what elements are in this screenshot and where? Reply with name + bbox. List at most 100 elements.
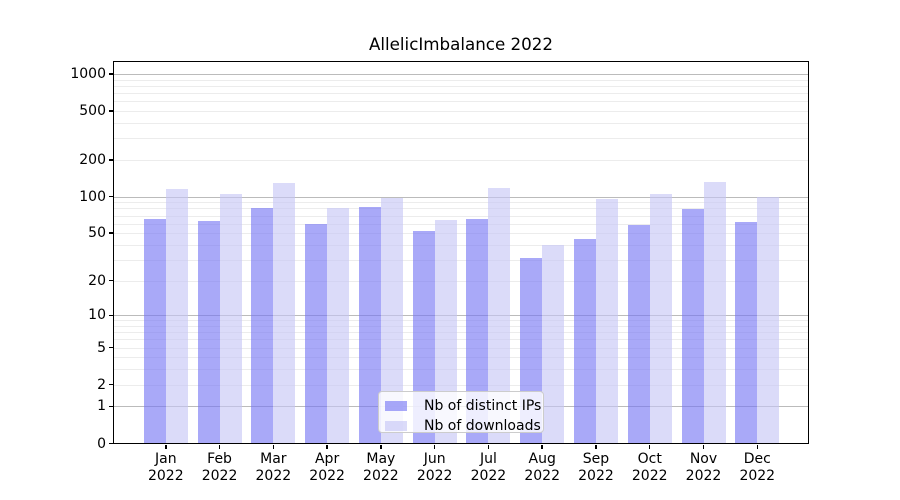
y-tick-label-1000: 1000 (70, 65, 106, 82)
gridline-minor-7 (114, 332, 808, 334)
gridline-minor-40 (114, 244, 808, 246)
x-tick-year: 2022 (201, 467, 238, 484)
bar-nb-of-distinct-ips-oct (627, 224, 650, 444)
gridline-minor-70 (114, 215, 808, 217)
y-tick-label-10: 10 (88, 307, 106, 324)
x-tick-label-mar: Mar 2022 (243, 451, 303, 485)
x-tick-month: Dec (743, 450, 771, 467)
x-tick-apr (326, 445, 328, 449)
x-tick-label-jan: Jan 2022 (136, 451, 196, 485)
x-tick-label-dec: Dec 2022 (727, 451, 787, 485)
x-tick-label-jun: Jun 2022 (405, 451, 465, 485)
x-tick-sep (595, 445, 597, 449)
y-tick-label-0: 0 (97, 435, 106, 452)
bar-nb-of-distinct-ips-may (358, 207, 381, 444)
legend: Nb of distinct IPs Nb of downloads (378, 391, 544, 434)
bar-nb-of-distinct-ips-jul (466, 219, 489, 444)
gridline-minor-8 (114, 325, 808, 327)
legend-swatch-distinct-ips (385, 400, 407, 411)
bar-nb-of-distinct-ips-feb (197, 221, 220, 444)
gridline-minor-50 (114, 233, 808, 235)
bar-nb-of-downloads-jul (488, 187, 511, 444)
gridline-minor-900 (114, 79, 808, 81)
gridline-major-100 (114, 196, 808, 198)
x-tick-year: 2022 (685, 467, 722, 484)
gridline-minor-5 (114, 347, 808, 349)
y-tick-1 (108, 405, 113, 408)
bar-nb-of-distinct-ips-dec (735, 221, 758, 444)
gridline-minor-800 (114, 85, 808, 87)
gridline-minor-600 (114, 101, 808, 103)
x-tick-label-aug: Aug 2022 (512, 451, 572, 485)
x-tick-label-may: May 2022 (351, 451, 411, 485)
y-tick-label-5: 5 (97, 339, 106, 356)
x-tick-feb (218, 445, 221, 449)
legend-label-distinct-ips: Nb of distinct IPs (424, 397, 542, 414)
x-tick-month: Sep (582, 450, 610, 467)
y-tick-label-2: 2 (97, 376, 106, 393)
x-tick-label-apr: Apr 2022 (297, 451, 357, 485)
x-tick-jan (165, 445, 167, 449)
bar-nb-of-downloads-nov (703, 181, 726, 444)
legend-label-downloads: Nb of downloads (424, 417, 541, 434)
y-tick-label-1: 1 (97, 398, 106, 415)
x-tick-jul (487, 445, 490, 449)
x-tick-nov (702, 445, 705, 449)
gridline-minor-3 (114, 369, 808, 371)
y-tick-500 (108, 110, 113, 112)
x-tick-label-feb: Feb 2022 (190, 451, 250, 485)
x-tick-year: 2022 (255, 467, 292, 484)
x-tick-year: 2022 (578, 467, 614, 484)
gridline-minor-30 (114, 259, 808, 261)
bar-nb-of-distinct-ips-nov (681, 209, 704, 444)
gridline-minor-2 (114, 384, 808, 386)
x-tick-label-jul: Jul 2022 (458, 451, 518, 485)
x-tick-month: Nov (689, 450, 718, 467)
gridline-minor-400 (114, 122, 808, 124)
gridline-minor-80 (114, 208, 808, 210)
x-tick-month: Aug (528, 450, 556, 467)
y-tick-label-20: 20 (88, 272, 106, 289)
x-tick-month: Oct (637, 450, 662, 467)
legend-swatch-downloads (385, 420, 407, 431)
bar-nb-of-distinct-ips-jun (412, 231, 435, 444)
bar-nb-of-distinct-ips-sep (573, 238, 596, 444)
bar-nb-of-downloads-feb (219, 193, 242, 444)
bar-nb-of-downloads-may (380, 198, 403, 444)
gridline-minor-60 (114, 223, 808, 225)
x-tick-month: Jul (479, 450, 497, 467)
x-tick-aug (541, 445, 543, 449)
x-tick-label-oct: Oct 2022 (620, 451, 680, 485)
x-tick-year: 2022 (416, 467, 453, 484)
chart-title: AllelicImbalance 2022 (368, 34, 554, 54)
plot-area: Nb of distinct IPs Nb of downloads (114, 62, 808, 444)
x-tick-month: Apr (314, 450, 340, 467)
x-tick-year: 2022 (631, 467, 668, 484)
y-tick-10 (108, 314, 113, 316)
x-tick-year: 2022 (363, 467, 399, 484)
x-tick-label-sep: Sep 2022 (566, 451, 626, 485)
gridline-minor-90 (114, 202, 808, 204)
gridline-minor-6 (114, 339, 808, 341)
gridline-minor-500 (114, 111, 808, 112)
x-tick-oct (648, 445, 651, 449)
x-tick-year: 2022 (470, 467, 507, 484)
gridline-minor-20 (114, 280, 808, 282)
bar-nb-of-distinct-ips-jan (143, 218, 166, 444)
bar-nb-of-downloads-jan (165, 189, 188, 444)
y-tick-0 (108, 442, 113, 445)
bar-nb-of-downloads-jun (434, 220, 457, 444)
y-tick-label-50: 50 (88, 225, 106, 242)
bar-nb-of-downloads-apr (327, 208, 350, 444)
y-tick-50 (108, 232, 113, 234)
x-tick-mar (272, 445, 275, 449)
gridline-minor-300 (114, 138, 808, 140)
bar-nb-of-downloads-aug (542, 244, 565, 444)
bar-nb-of-downloads-sep (595, 198, 618, 444)
y-tick-label-500: 500 (79, 103, 106, 119)
y-tick-1000 (108, 73, 113, 75)
gridline-major-1000 (114, 73, 808, 75)
x-tick-month: Jun (423, 450, 446, 467)
x-tick-dec (756, 445, 759, 449)
